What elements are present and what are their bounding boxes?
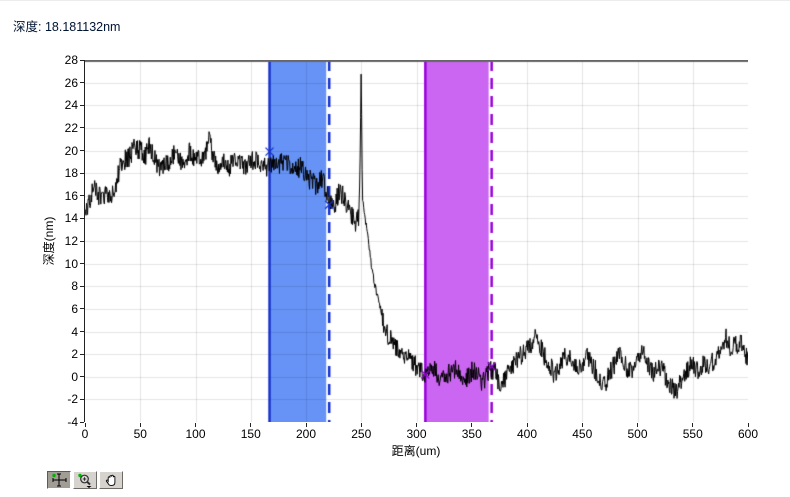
x-axis-title: 距离(um) <box>391 444 441 458</box>
y-axis-title: 深度(nm) <box>42 216 56 266</box>
y-tick-label: 0 <box>71 369 78 384</box>
x-tick-label: 300 <box>406 427 427 441</box>
x-tick-label: 450 <box>572 427 593 441</box>
y-tick-label: 20 <box>64 143 78 158</box>
pan-button[interactable] <box>99 471 123 489</box>
x-tick-label: 100 <box>185 427 206 441</box>
y-tick-label: -4 <box>67 415 78 429</box>
y-tick-label: 18 <box>64 166 78 181</box>
y-tick-label: -2 <box>67 392 78 407</box>
y-tick-label: 28 <box>64 53 78 67</box>
x-tick <box>139 423 141 427</box>
y-tick-label: 24 <box>64 98 78 113</box>
x-tick <box>416 423 417 427</box>
y-tick-label: 22 <box>64 120 78 135</box>
x-tick <box>84 423 86 427</box>
x-tick <box>747 423 749 427</box>
pan-hand-icon <box>104 473 119 487</box>
zoom-magnifier-icon <box>77 473 93 488</box>
x-tick-label: 0 <box>81 427 89 441</box>
x-tick-label: 400 <box>516 427 538 441</box>
graph-palette <box>47 471 123 489</box>
cursor-move-button[interactable] <box>47 471 71 489</box>
x-tick-label: 600 <box>737 427 759 441</box>
x-tick <box>360 423 362 427</box>
y-tick-label: 6 <box>71 301 78 316</box>
x-tick <box>637 423 638 427</box>
x-tick-label: 250 <box>351 427 372 441</box>
crosshair-icon <box>51 473 67 487</box>
depth-readout: 深度: 18.181132nm <box>13 20 121 34</box>
x-tick <box>526 423 528 427</box>
x-tick <box>250 423 252 427</box>
x-tick <box>581 423 583 427</box>
x-tick-label: 50 <box>133 427 147 441</box>
x-tick-label: 500 <box>627 427 648 441</box>
x-tick-label: 550 <box>682 427 703 441</box>
zoom-button[interactable] <box>73 471 97 489</box>
y-tick-label: 4 <box>71 324 78 339</box>
x-tick-label: 150 <box>240 427 261 441</box>
x-tick-label: 350 <box>461 427 482 441</box>
x-tick <box>195 423 196 427</box>
x-tick <box>471 423 473 427</box>
x-tick <box>692 423 694 427</box>
x-tick <box>305 423 307 427</box>
plot-area[interactable] <box>85 60 748 422</box>
y-tick-label: 2 <box>71 347 78 362</box>
x-tick-label: 200 <box>295 427 317 441</box>
y-axis-line <box>84 60 85 422</box>
y-tick-label: 26 <box>64 75 78 90</box>
